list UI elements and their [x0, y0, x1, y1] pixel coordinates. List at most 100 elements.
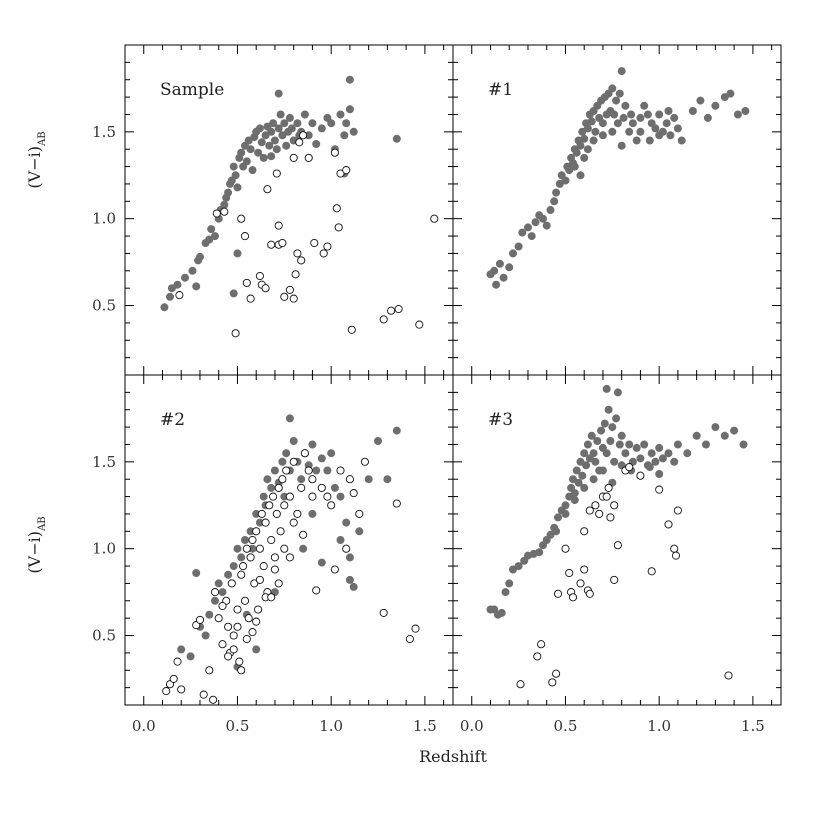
filled-point: [246, 145, 255, 154]
open-point: [177, 685, 186, 694]
filled-point: [636, 113, 645, 122]
open-point: [274, 221, 283, 230]
filled-point: [662, 119, 671, 128]
open-point: [233, 622, 242, 631]
filled-point: [267, 152, 276, 161]
filled-point: [229, 289, 238, 298]
y-tick-label: 1.0: [92, 540, 116, 558]
filled-point: [323, 466, 332, 475]
open-point: [280, 544, 289, 553]
open-point: [636, 471, 645, 480]
filled-point: [392, 426, 401, 435]
filled-point: [576, 141, 585, 150]
open-point: [533, 652, 542, 661]
filled-point: [201, 631, 210, 640]
open-point: [548, 678, 557, 687]
filled-point: [514, 562, 523, 571]
x-axis-title: Redshift: [419, 747, 487, 766]
open-point: [289, 518, 298, 527]
x-tick-label: 0.5: [226, 717, 250, 735]
filled-point: [673, 440, 682, 449]
open-point: [415, 320, 424, 329]
filled-point: [636, 127, 645, 136]
open-point: [272, 509, 281, 518]
open-point: [295, 138, 304, 147]
filled-point: [664, 449, 673, 458]
filled-point: [285, 113, 294, 122]
filled-point: [664, 107, 673, 116]
filled-point: [666, 131, 675, 140]
filled-point: [267, 127, 276, 136]
filled-point: [608, 127, 617, 136]
filled-point: [210, 596, 219, 605]
filled-point: [625, 440, 634, 449]
open-point: [610, 575, 619, 584]
open-point: [673, 506, 682, 515]
open-point: [310, 238, 319, 248]
open-point: [585, 506, 594, 515]
open-point: [237, 214, 246, 223]
filled-point: [711, 101, 720, 110]
filled-point: [272, 145, 281, 154]
filled-point: [546, 530, 555, 539]
filled-point: [278, 131, 287, 140]
open-point: [323, 242, 332, 251]
filled-point: [696, 96, 705, 105]
open-point: [387, 306, 396, 315]
filled-point: [259, 492, 268, 501]
open-point: [269, 492, 278, 501]
filled-point: [683, 449, 692, 458]
open-point: [342, 544, 351, 553]
filled-point: [602, 449, 611, 458]
filled-point: [570, 162, 579, 171]
filled-point: [299, 544, 308, 553]
open-point: [655, 485, 664, 494]
open-point: [591, 501, 600, 510]
open-point: [319, 249, 328, 258]
open-point: [604, 483, 613, 492]
open-point: [360, 457, 369, 466]
filled-point: [655, 469, 664, 478]
open-point: [255, 544, 264, 553]
filled-point: [345, 575, 354, 584]
open-point: [259, 562, 268, 571]
open-point: [430, 214, 439, 223]
filled-point: [229, 162, 238, 171]
filled-point: [274, 89, 283, 98]
filled-point: [269, 119, 278, 128]
open-point: [257, 509, 266, 518]
filled-point: [195, 252, 204, 261]
filled-point: [308, 509, 317, 518]
open-point: [246, 294, 255, 303]
filled-point: [542, 221, 551, 230]
open-point: [332, 204, 341, 213]
y-axis-title-top-main: (V−i): [25, 146, 44, 189]
filled-point: [587, 117, 596, 126]
filled-point: [205, 610, 214, 619]
open-point: [233, 605, 242, 614]
open-point: [293, 249, 302, 258]
open-point: [304, 466, 313, 475]
filled-point: [617, 431, 626, 440]
filled-point: [561, 509, 570, 518]
open-point: [355, 509, 364, 518]
filled-point: [582, 461, 591, 470]
filled-point: [539, 214, 548, 223]
open-point: [349, 489, 358, 498]
open-point: [606, 513, 615, 522]
filled-point: [276, 110, 285, 119]
open-point: [610, 501, 619, 510]
open-point: [252, 617, 261, 626]
filled-point: [345, 75, 354, 84]
filled-point: [561, 501, 570, 510]
filled-point: [610, 457, 619, 466]
x-tick-label: 1.5: [741, 717, 765, 735]
open-point: [613, 541, 622, 550]
filled-point: [282, 449, 291, 458]
open-point: [218, 601, 227, 611]
open-point: [218, 640, 227, 649]
filled-point: [574, 478, 583, 487]
filled-point: [317, 124, 326, 133]
filled-point: [741, 107, 750, 116]
filled-point: [490, 266, 499, 275]
